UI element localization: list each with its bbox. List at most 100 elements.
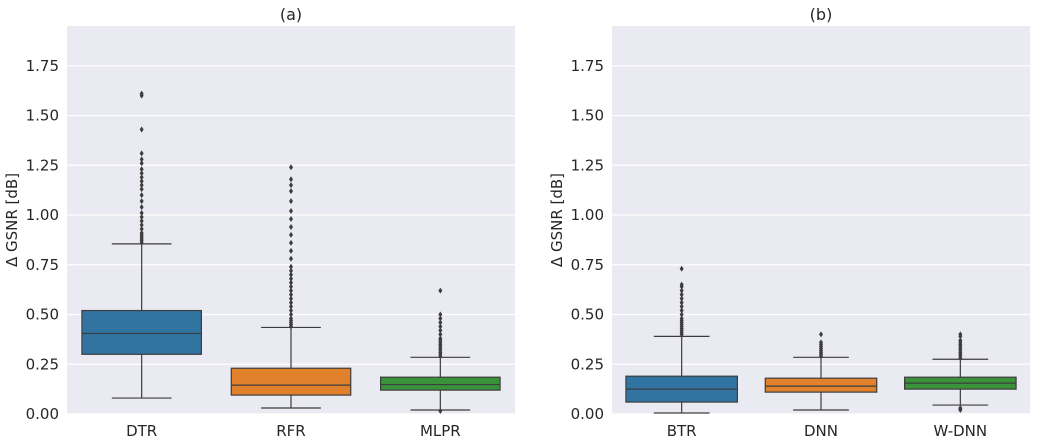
panel-b-btr-outlier bbox=[679, 287, 684, 294]
panel-a-mlpr-outlier bbox=[438, 319, 443, 326]
panel-a-dtr-box bbox=[81, 309, 203, 355]
panel-b-btr-outlier bbox=[679, 295, 684, 302]
panel-a-dtr-outlier bbox=[139, 90, 144, 97]
panel-a-y-tick-label: 1.50 bbox=[26, 107, 59, 125]
panel-b-btr-outlier bbox=[679, 299, 684, 306]
panel-a-y-tick-label: 0.00 bbox=[26, 405, 59, 423]
panel-a-mlpr-outlier bbox=[438, 327, 443, 334]
panel-b-y-tick-label: 1.75 bbox=[571, 57, 604, 75]
panel-a-y-tick-label: 1.75 bbox=[26, 57, 59, 75]
panel-b-y-tick-label: 0.75 bbox=[571, 256, 604, 274]
panel-a-rfr-outlier bbox=[289, 287, 293, 294]
panel-a-rfr-outlier bbox=[289, 182, 293, 189]
panel-a-dtr-outlier bbox=[139, 182, 144, 189]
panel-b-btr-outlier bbox=[679, 311, 684, 318]
panel-a-mlpr-outlier bbox=[438, 323, 443, 330]
panel-a-rfr-outlier bbox=[289, 267, 293, 274]
panel-a-rfr-outlier bbox=[289, 223, 293, 230]
panel-b-w-dnn-category-label: W-DNN bbox=[934, 422, 988, 440]
panel-a-dtr-outlier bbox=[139, 166, 144, 173]
panel-a-dtr-outlier bbox=[139, 178, 144, 185]
panel-a-dtr-outlier bbox=[139, 192, 144, 199]
panel-a-mlpr-outlier bbox=[438, 335, 443, 342]
panel-b-w-dnn-outlier bbox=[958, 405, 963, 412]
panel-a-y-tick-label: 1.25 bbox=[26, 156, 59, 174]
panel-a-rfr-box bbox=[230, 367, 352, 396]
panel-a-mlpr-category-label: MLPR bbox=[420, 422, 461, 440]
panel-a-dtr-outlier bbox=[139, 198, 144, 205]
panel-a-dtr-outlier bbox=[139, 214, 144, 221]
panel-a-rfr-outlier bbox=[289, 303, 293, 310]
panel-a-rfr-outlier bbox=[289, 263, 293, 270]
panel-b-w-dnn-outlier bbox=[958, 331, 963, 338]
panel-a-rfr-outlier bbox=[289, 311, 293, 318]
panel-b-y-tick-label: 1.25 bbox=[571, 156, 604, 174]
panel-a-rfr-outlier bbox=[289, 279, 293, 286]
panel-a-rfr-outlier bbox=[289, 283, 293, 290]
panel-a-title: (a) bbox=[280, 5, 302, 24]
panel-a-mlpr-outlier bbox=[438, 315, 443, 322]
panel-b-btr-outlier bbox=[679, 281, 684, 288]
panel-a-dtr-outlier bbox=[139, 126, 144, 133]
panel-b-btr-outlier bbox=[679, 303, 684, 310]
panel-a-rfr-outlier bbox=[289, 198, 293, 205]
panel-a-dtr-outlier bbox=[139, 229, 144, 236]
panel-a-y-tick-label: 0.75 bbox=[26, 256, 59, 274]
panel-a-rfr-outlier bbox=[289, 231, 293, 238]
panel-b-w-dnn-outlier bbox=[958, 337, 963, 344]
panel-a-dtr-outlier bbox=[139, 170, 144, 177]
panel-a-dtr-outlier bbox=[139, 150, 144, 157]
panel-a-dtr-outlier bbox=[139, 156, 144, 163]
panel-b-title: (b) bbox=[810, 5, 833, 24]
panel-a-y-tick-label: 1.00 bbox=[26, 206, 59, 224]
panel-a-dtr-outlier bbox=[139, 210, 144, 217]
panel-a-dtr-outlier bbox=[139, 217, 144, 224]
panel-b-dnn-category-label: DNN bbox=[804, 422, 838, 440]
panel-b-y-tick-label: 0.50 bbox=[571, 306, 604, 324]
panel-a-rfr-outlier bbox=[289, 188, 293, 195]
panel-a-dtr-outlier bbox=[139, 204, 144, 211]
panel-a-rfr-outlier bbox=[289, 164, 293, 171]
panel-a-rfr-outlier bbox=[289, 247, 293, 254]
panel-a-rfr-outlier bbox=[289, 307, 293, 314]
panel-a-rfr-outlier bbox=[289, 216, 293, 223]
panel-b-btr-outlier bbox=[679, 291, 684, 298]
panel-a-rfr-outlier bbox=[289, 291, 293, 298]
panel-b-y-tick-label: 0.00 bbox=[571, 405, 604, 423]
panel-a-rfr-outlier bbox=[289, 315, 293, 322]
panel-a-rfr-outlier bbox=[289, 271, 293, 278]
panel-b-dnn-outlier bbox=[819, 331, 823, 338]
panel-a-mlpr-box bbox=[380, 376, 501, 391]
panel-a-rfr-outlier bbox=[289, 295, 293, 302]
panel-b-y-axis-label: Δ GSNR [dB] bbox=[548, 173, 566, 267]
panel-b-y-tick-label: 1.50 bbox=[571, 107, 604, 125]
panel-a-rfr-category-label: RFR bbox=[276, 422, 305, 440]
panel-a-rfr-outlier bbox=[289, 176, 293, 183]
panel-a-mlpr-outlier bbox=[438, 311, 443, 318]
panel-a-rfr-outlier bbox=[289, 255, 293, 262]
panel-a-rfr-outlier bbox=[289, 275, 293, 282]
panel-b-btr-outlier bbox=[679, 315, 684, 322]
panel-a-rfr-outlier bbox=[289, 239, 293, 246]
panel-a-dtr-outlier bbox=[139, 174, 144, 181]
panel-a-dtr-outlier bbox=[139, 160, 144, 167]
panel-b-y-tick-label: 0.25 bbox=[571, 355, 604, 373]
panel-a-y-tick-label: 0.25 bbox=[26, 355, 59, 373]
panel-b-btr-outlier bbox=[679, 307, 684, 314]
panel-b-dnn-box bbox=[764, 377, 878, 393]
panel-a-rfr-outlier bbox=[289, 299, 293, 306]
panel-b-btr-outlier bbox=[679, 265, 684, 272]
panel-a-y-axis-label: Δ GSNR [dB] bbox=[3, 173, 21, 267]
panel-a-dtr-category-label: DTR bbox=[126, 422, 157, 440]
panel-a-dtr-outlier bbox=[139, 221, 144, 228]
panel-b-btr-category-label: BTR bbox=[667, 422, 697, 440]
panel-a-mlpr-outlier bbox=[438, 331, 443, 338]
panel-a-dtr-outlier bbox=[139, 225, 144, 232]
panel-b-y-tick-label: 1.00 bbox=[571, 206, 604, 224]
panel-a-y-tick-label: 0.50 bbox=[26, 306, 59, 324]
panel-b-dnn-outlier bbox=[819, 339, 823, 346]
panel-a-dtr-outlier bbox=[139, 186, 144, 193]
panel-a-mlpr-outlier bbox=[438, 408, 443, 415]
